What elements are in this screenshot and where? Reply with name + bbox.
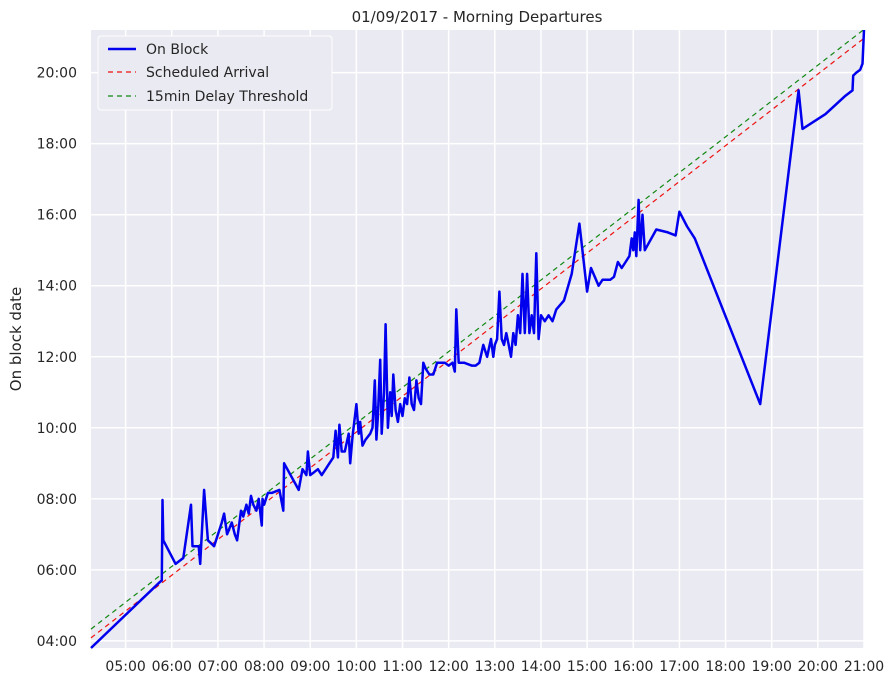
x-tick-label: 20:00	[798, 659, 838, 675]
y-tick-label: 20:00	[37, 66, 77, 82]
plot-area	[91, 30, 864, 648]
y-tick-label: 08:00	[37, 492, 77, 508]
grid-lines	[91, 30, 865, 648]
x-tick-label: 11:00	[382, 659, 422, 675]
x-tick-label: 09:00	[290, 659, 330, 675]
x-tick-label: 08:00	[244, 659, 284, 675]
y-axis-label: On block date	[7, 287, 25, 391]
y-tick-label: 18:00	[37, 137, 77, 153]
x-tick-label: 10:00	[336, 659, 376, 675]
x-tick-label: 05:00	[105, 659, 145, 675]
y-tick-label: 04:00	[37, 634, 77, 650]
y-tick-labels: 04:00 06:00 08:00 10:00 12:00 14:00 16:00 18:00…	[37, 66, 77, 650]
x-tick-labels: 05:00 06:00 07:00 08:00 09:00 10:00 11:00 12:00…	[105, 659, 884, 675]
series-layer	[90, 28, 866, 649]
y-tick-label: 06:00	[37, 563, 77, 579]
x-tick-label: 18:00	[705, 659, 745, 675]
x-tick-label: 16:00	[613, 659, 653, 675]
x-tick-label: 06:00	[152, 659, 192, 675]
x-tick-label: 19:00	[752, 659, 792, 675]
x-tick-label: 17:00	[659, 659, 699, 675]
legend-label-scheduled-arrival: Scheduled Arrival	[146, 65, 269, 81]
x-tick-label: 14:00	[521, 659, 561, 675]
x-tick-label: 15:00	[567, 659, 607, 675]
legend-label-on-block: On Block	[146, 42, 209, 58]
x-tick-label: 13:00	[475, 659, 515, 675]
x-tick-label: 21:00	[844, 659, 884, 675]
x-tick-label: 07:00	[198, 659, 238, 675]
series-line-on-block	[90, 29, 866, 649]
y-tick-label: 10:00	[37, 421, 77, 437]
legend-label-delay-threshold: 15min Delay Threshold	[146, 89, 308, 105]
legend-box	[97, 35, 333, 111]
x-tick-label: 12:00	[428, 659, 468, 675]
legend: On Block Scheduled Arrival 15min Delay T…	[97, 35, 333, 111]
series-line-scheduled-arrival	[90, 37, 865, 639]
y-tick-label: 14:00	[37, 279, 77, 295]
chart-title: 01/09/2017 - Morning Departures	[352, 8, 603, 26]
y-tick-label: 16:00	[37, 208, 77, 224]
y-tick-label: 12:00	[37, 350, 77, 366]
